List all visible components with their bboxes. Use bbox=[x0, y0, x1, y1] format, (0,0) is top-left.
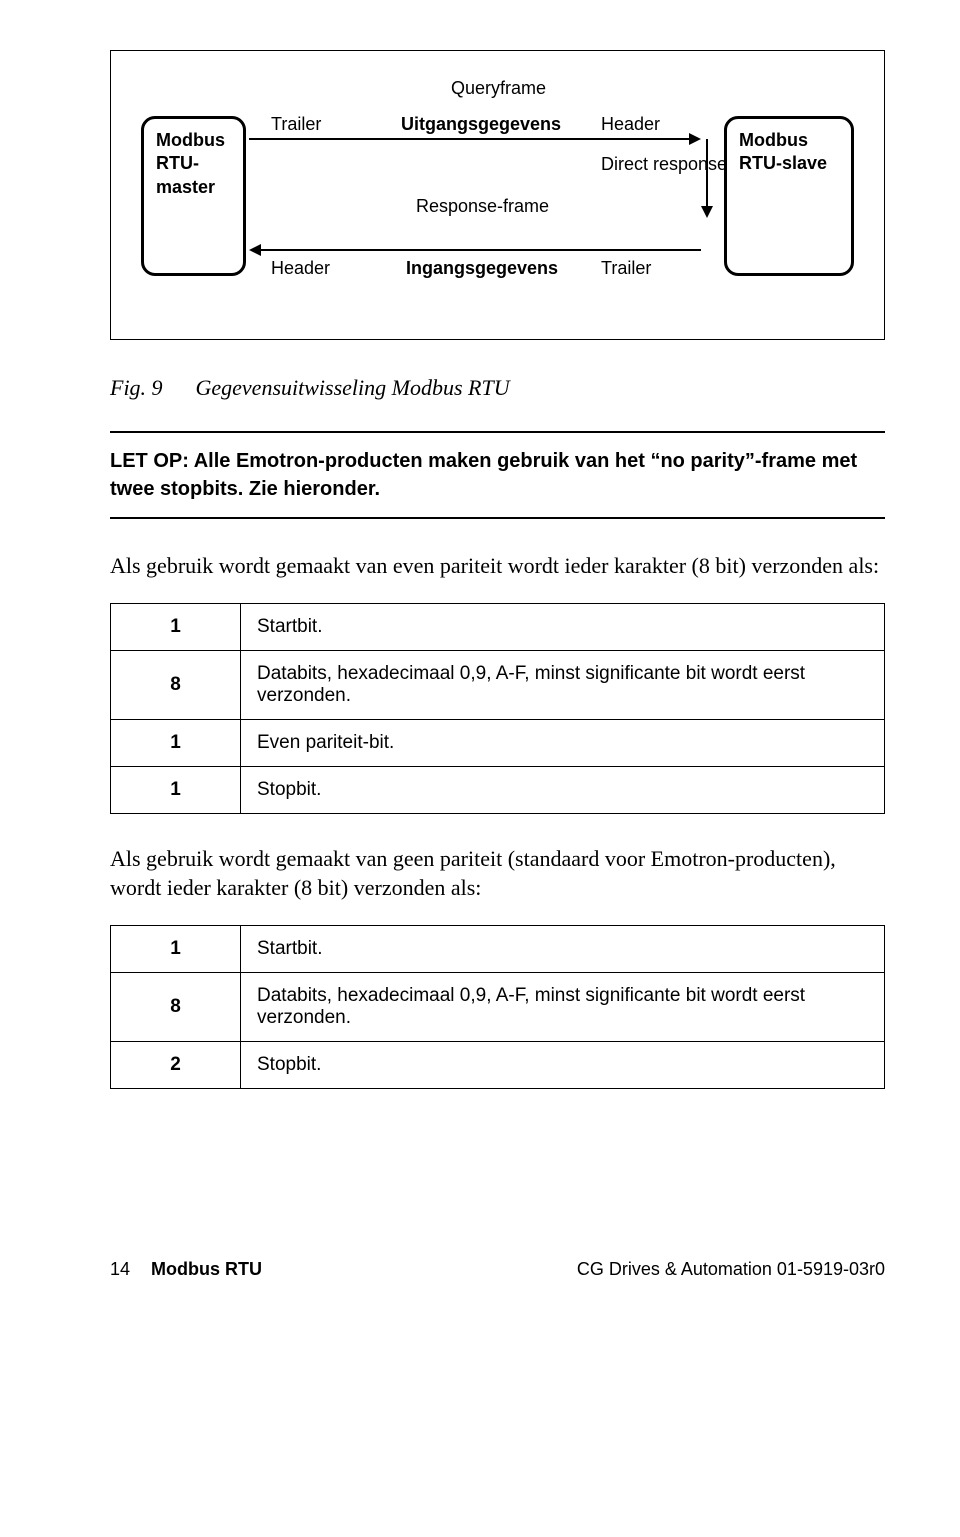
modbus-diagram: Modbus RTU-master Modbus RTU-slave Query… bbox=[110, 50, 885, 340]
footer-right: CG Drives & Automation 01-5919-03r0 bbox=[577, 1259, 885, 1280]
paragraph-1: Als gebruik wordt gemaakt van even parit… bbox=[110, 551, 885, 581]
response-arrow-head bbox=[249, 244, 261, 256]
paragraph-2: Als gebruik wordt gemaakt van geen parit… bbox=[110, 844, 885, 903]
query-arrow-line bbox=[249, 138, 689, 140]
footer-section: Modbus RTU bbox=[151, 1259, 262, 1279]
bot-ingang-label: Ingangsgegevens bbox=[406, 258, 558, 279]
slave-label: Modbus RTU-slave bbox=[739, 130, 827, 173]
bot-trailer-label: Trailer bbox=[601, 258, 651, 279]
bit-desc: Stopbit. bbox=[241, 1042, 885, 1089]
page-footer: 14 Modbus RTU CG Drives & Automation 01-… bbox=[110, 1259, 885, 1280]
bit-count: 1 bbox=[111, 719, 241, 766]
direct-response-vline bbox=[706, 139, 708, 209]
table-even-parity: 1 Startbit. 8 Databits, hexadecimaal 0,9… bbox=[110, 603, 885, 814]
direct-response-arrowhead bbox=[701, 206, 713, 218]
table-row: 1 Stopbit. bbox=[111, 766, 885, 813]
master-label: Modbus RTU-master bbox=[156, 130, 225, 197]
page-number: 14 bbox=[110, 1259, 130, 1279]
queryframe-label: Queryframe bbox=[451, 78, 546, 99]
figure-number: Fig. 9 bbox=[110, 375, 190, 401]
bit-desc: Startbit. bbox=[241, 926, 885, 973]
table-row: 1 Even pariteit-bit. bbox=[111, 719, 885, 766]
table-row: 8 Databits, hexadecimaal 0,9, A-F, minst… bbox=[111, 973, 885, 1042]
response-frame-label: Response-frame bbox=[416, 196, 549, 217]
bit-desc: Databits, hexadecimaal 0,9, A-F, minst s… bbox=[241, 650, 885, 719]
slave-node: Modbus RTU-slave bbox=[724, 116, 854, 276]
table-row: 1 Startbit. bbox=[111, 603, 885, 650]
bit-count: 1 bbox=[111, 766, 241, 813]
bit-count: 2 bbox=[111, 1042, 241, 1089]
bit-count: 8 bbox=[111, 973, 241, 1042]
table-row: 1 Startbit. bbox=[111, 926, 885, 973]
query-arrow-head bbox=[689, 133, 701, 145]
bot-header-label: Header bbox=[271, 258, 330, 279]
table-row: 8 Databits, hexadecimaal 0,9, A-F, minst… bbox=[111, 650, 885, 719]
table-no-parity: 1 Startbit. 8 Databits, hexadecimaal 0,9… bbox=[110, 925, 885, 1089]
direct-response-label: Direct response bbox=[601, 154, 727, 176]
top-trailer-label: Trailer bbox=[271, 114, 321, 135]
bit-desc: Even pariteit-bit. bbox=[241, 719, 885, 766]
bit-count: 1 bbox=[111, 603, 241, 650]
response-arrow-line bbox=[261, 249, 701, 251]
bit-desc: Databits, hexadecimaal 0,9, A-F, minst s… bbox=[241, 973, 885, 1042]
bit-desc: Stopbit. bbox=[241, 766, 885, 813]
master-node: Modbus RTU-master bbox=[141, 116, 246, 276]
figure-title: Gegevensuitwisseling Modbus RTU bbox=[196, 375, 510, 400]
bit-count: 8 bbox=[111, 650, 241, 719]
note-block: LET OP: Alle Emotron-producten maken geb… bbox=[110, 431, 885, 519]
top-uitgang-label: Uitgangsgegevens bbox=[401, 114, 561, 135]
bit-desc: Startbit. bbox=[241, 603, 885, 650]
bit-count: 1 bbox=[111, 926, 241, 973]
top-header-label: Header bbox=[601, 114, 660, 135]
table-row: 2 Stopbit. bbox=[111, 1042, 885, 1089]
figure-caption: Fig. 9 Gegevensuitwisseling Modbus RTU bbox=[110, 375, 885, 401]
